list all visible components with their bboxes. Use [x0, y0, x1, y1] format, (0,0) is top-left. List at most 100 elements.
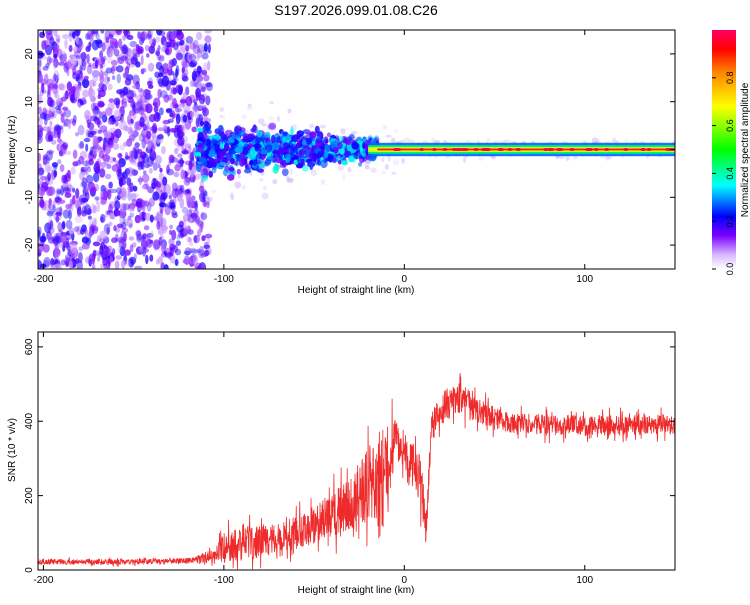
- heatmap-cell: [201, 104, 207, 113]
- heatmap-cell: [182, 213, 191, 222]
- heatmap-cell: [60, 113, 65, 124]
- heatmap-cell: [88, 41, 92, 48]
- heatmap-cell: [76, 197, 83, 207]
- heatmap-cell: [593, 148, 600, 151]
- heatmap-cell: [54, 105, 61, 110]
- heatmap-cell: [144, 125, 149, 131]
- heatmap-cell: [91, 149, 98, 156]
- heatmap-cell: [211, 189, 216, 194]
- heatmap-cell: [130, 150, 135, 160]
- y-tick-label: 0: [24, 146, 35, 152]
- heatmap-cell: [104, 185, 109, 191]
- heatmap-cell: [155, 213, 160, 223]
- colorbar-label: Normalized spectral amplitude: [740, 82, 750, 217]
- heatmap-cell: [275, 136, 281, 143]
- heatmap-cell: [107, 83, 113, 91]
- heatmap-band: [377, 148, 675, 151]
- heatmap-cell: [364, 161, 369, 168]
- heatmap-cell: [326, 132, 332, 138]
- heatmap-cell: [56, 38, 61, 44]
- heatmap-cell: [131, 100, 136, 111]
- heatmap-cell: [325, 145, 331, 152]
- heatmap-cell: [225, 152, 233, 161]
- heatmap-cell: [351, 142, 360, 150]
- heatmap-cell: [46, 210, 54, 217]
- heatmap-cell: [155, 36, 161, 43]
- heatmap-cell: [119, 203, 127, 213]
- heatmap-cell: [203, 42, 208, 52]
- heatmap-cell: [119, 144, 125, 151]
- heatmap-cell: [203, 199, 207, 208]
- heatmap-cell: [169, 80, 177, 86]
- heatmap-cell: [191, 126, 197, 133]
- heatmap-cell: [93, 172, 100, 183]
- heatmap-cell: [159, 90, 168, 99]
- y-tick-label: 10: [24, 96, 35, 108]
- heatmap-cell: [51, 139, 57, 145]
- heatmap-cell: [204, 35, 212, 44]
- heatmap-cell: [86, 174, 94, 184]
- heatmap-cell: [205, 247, 212, 256]
- heatmap-cell: [199, 121, 205, 126]
- heatmap-cell: [542, 148, 549, 151]
- heatmap-cell: [145, 182, 150, 191]
- heatmap-cell: [123, 30, 129, 37]
- heatmap-cell: [109, 41, 118, 48]
- heatmap-cell: [56, 73, 60, 81]
- heatmap-cell: [364, 165, 370, 170]
- heatmap-cell: [145, 44, 150, 52]
- heatmap-cell: [140, 161, 145, 170]
- heatmap-cell: [180, 113, 187, 124]
- heatmap-cell: [159, 202, 167, 208]
- heatmap-cell: [247, 103, 252, 108]
- heatmap-cell: [189, 208, 193, 217]
- heatmap-cell: [166, 168, 175, 176]
- heatmap-cell: [168, 192, 173, 201]
- heatmap-cell: [186, 197, 194, 208]
- heatmap-cell: [272, 149, 280, 154]
- heatmap-cell: [167, 118, 174, 124]
- heatmap-cell: [622, 148, 629, 151]
- heatmap-cell: [283, 142, 289, 150]
- heatmap-cell: [187, 214, 196, 224]
- heatmap-cell: [53, 58, 59, 68]
- heatmap-cell: [84, 110, 91, 120]
- y-tick-label: 20: [24, 48, 35, 60]
- heatmap-cell: [132, 84, 140, 89]
- heatmap-cell: [94, 106, 99, 111]
- heatmap-cell: [304, 148, 311, 157]
- heatmap-cell: [102, 55, 107, 62]
- heatmap-cell: [147, 62, 155, 72]
- heatmap-cell: [44, 222, 52, 234]
- heatmap-cell: [192, 44, 201, 55]
- heatmap-cell: [121, 259, 126, 269]
- heatmap-cell: [196, 248, 201, 253]
- heatmap-cell: [204, 30, 212, 34]
- heatmap-cell: [73, 226, 80, 233]
- heatmap-cell: [338, 135, 344, 141]
- heatmap-cell: [173, 137, 182, 147]
- heatmap-cell: [185, 225, 191, 232]
- heatmap-cell: [299, 142, 303, 148]
- heatmap-cell: [325, 139, 329, 144]
- heatmap-cell: [90, 203, 96, 214]
- heatmap-cell: [237, 174, 241, 179]
- heatmap-cell: [557, 148, 564, 151]
- snr-background: [38, 332, 675, 570]
- heatmap-cell: [163, 67, 168, 72]
- heatmap-cell: [53, 170, 58, 178]
- heatmap-cell: [106, 227, 110, 235]
- heatmap-cell: [201, 174, 209, 182]
- heatmap-cell: [125, 155, 130, 160]
- heatmap-cell: [122, 203, 131, 211]
- heatmap-cell: [515, 148, 522, 151]
- heatmap-cell: [105, 173, 112, 180]
- heatmap-cell: [569, 148, 575, 151]
- heatmap-cell: [77, 124, 85, 136]
- heatmap-cell: [100, 30, 105, 34]
- heatmap-cell: [301, 140, 307, 146]
- heatmap-cell: [174, 107, 183, 113]
- heatmap-cell: [97, 58, 105, 66]
- heatmap-cell: [246, 106, 253, 111]
- heatmap-cell: [135, 149, 140, 159]
